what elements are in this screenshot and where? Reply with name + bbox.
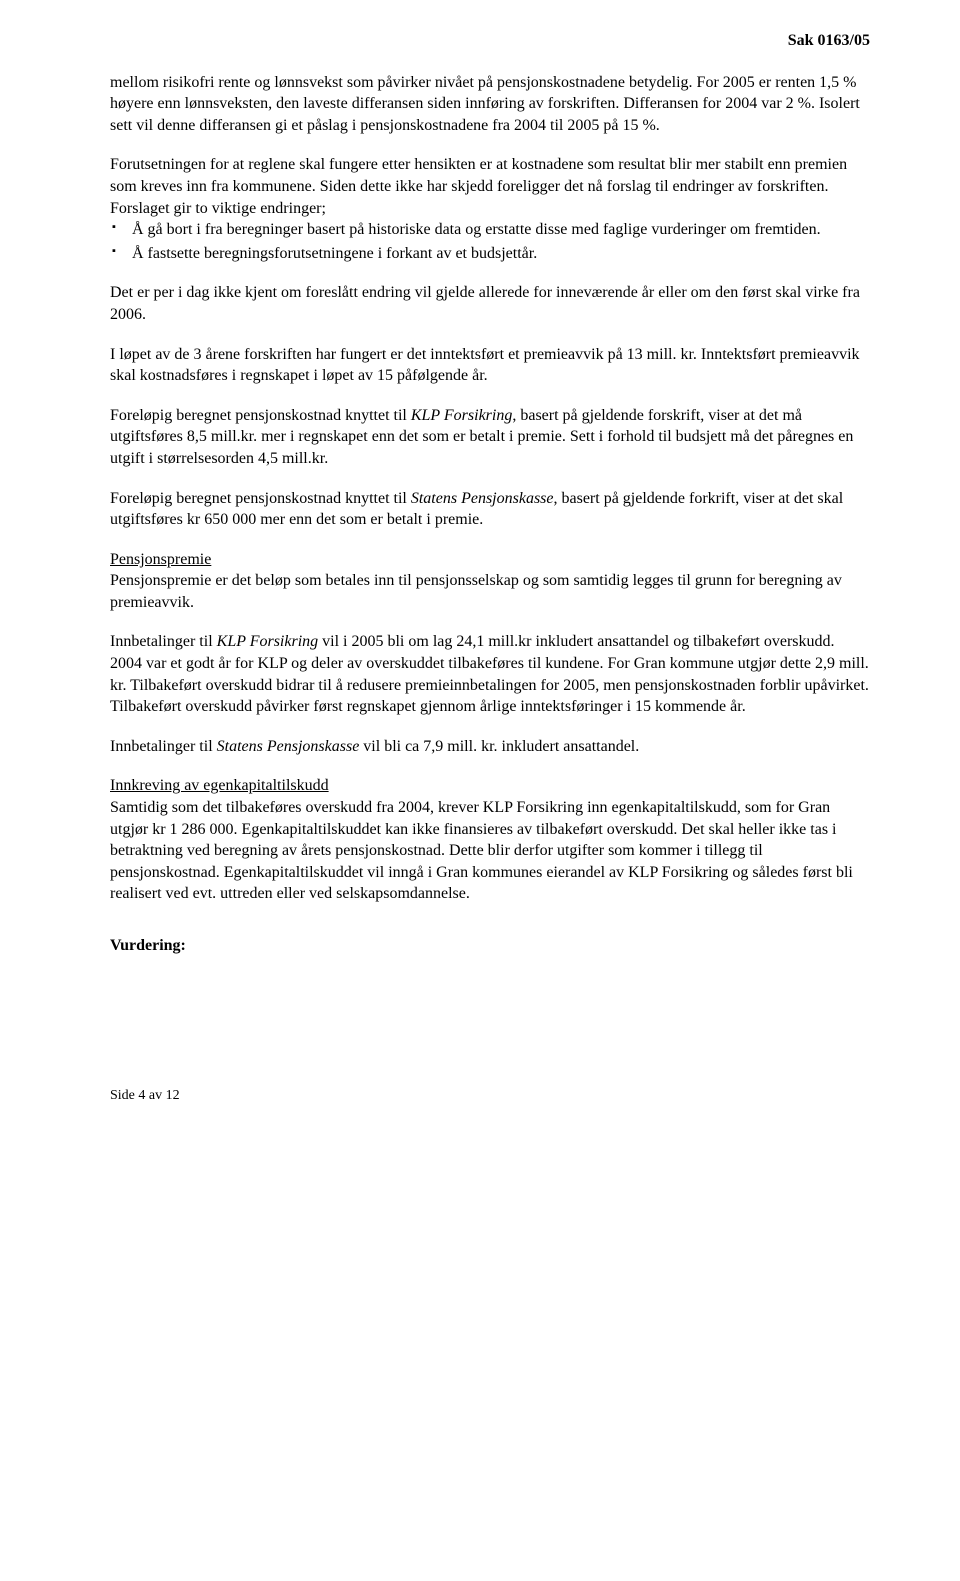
paragraph-6: Foreløpig beregnet pensjonskostnad knytt… [110,488,870,531]
paragraph-2-text: Forutsetningen for at reglene skal funge… [110,156,847,195]
paragraph-6-italic: Statens Pensjonskasse [411,490,554,507]
paragraph-5-italic: KLP Forsikring [411,407,513,424]
paragraph-3: Det er per i dag ikke kjent om foreslått… [110,282,870,325]
vurdering-heading: Vurdering: [110,935,870,957]
paragraph-8-pre: Innbetalinger til [110,633,217,650]
paragraph-9: Innbetalinger til Statens Pensjonskasse … [110,736,870,758]
page-footer: Side 4 av 12 [110,1087,870,1106]
paragraph-7: Pensjonspremie er det beløp som betales … [110,572,842,611]
paragraph-4: I løpet av de 3 årene forskriften har fu… [110,344,870,387]
paragraph-2-intro: Forslaget gir to viktige endringer; [110,200,326,217]
paragraph-9-italic: Statens Pensjonskasse [217,738,360,755]
paragraph-5-pre: Foreløpig beregnet pensjonskostnad knytt… [110,407,411,424]
heading-egenkapital: Innkreving av egenkapitaltilskudd [110,777,329,794]
paragraph-6-pre: Foreløpig beregnet pensjonskostnad knytt… [110,490,411,507]
paragraph-1: mellom risikofri rente og lønnsvekst som… [110,72,870,137]
heading-pensjonspremie: Pensjonspremie [110,551,211,568]
case-number-header: Sak 0163/05 [110,30,870,52]
paragraph-9-pre: Innbetalinger til [110,738,217,755]
paragraph-8: Innbetalinger til KLP Forsikring vil i 2… [110,631,870,717]
bullet-item-1: Å gå bort i fra beregninger basert på hi… [110,219,870,241]
paragraph-2-block: Forutsetningen for at reglene skal funge… [110,154,870,264]
pensjonspremie-section: Pensjonspremie Pensjonspremie er det bel… [110,549,870,614]
paragraph-9-post: vil bli ca 7,9 mill. kr. inkludert ansat… [359,738,639,755]
paragraph-5: Foreløpig beregnet pensjonskostnad knytt… [110,405,870,470]
bullet-list: Å gå bort i fra beregninger basert på hi… [110,219,870,264]
paragraph-8-italic: KLP Forsikring [217,633,319,650]
paragraph-10: Samtidig som det tilbakeføres overskudd … [110,799,853,902]
bullet-item-2: Å fastsette beregningsforutsetningene i … [110,243,870,265]
egenkapital-section: Innkreving av egenkapitaltilskudd Samtid… [110,775,870,905]
